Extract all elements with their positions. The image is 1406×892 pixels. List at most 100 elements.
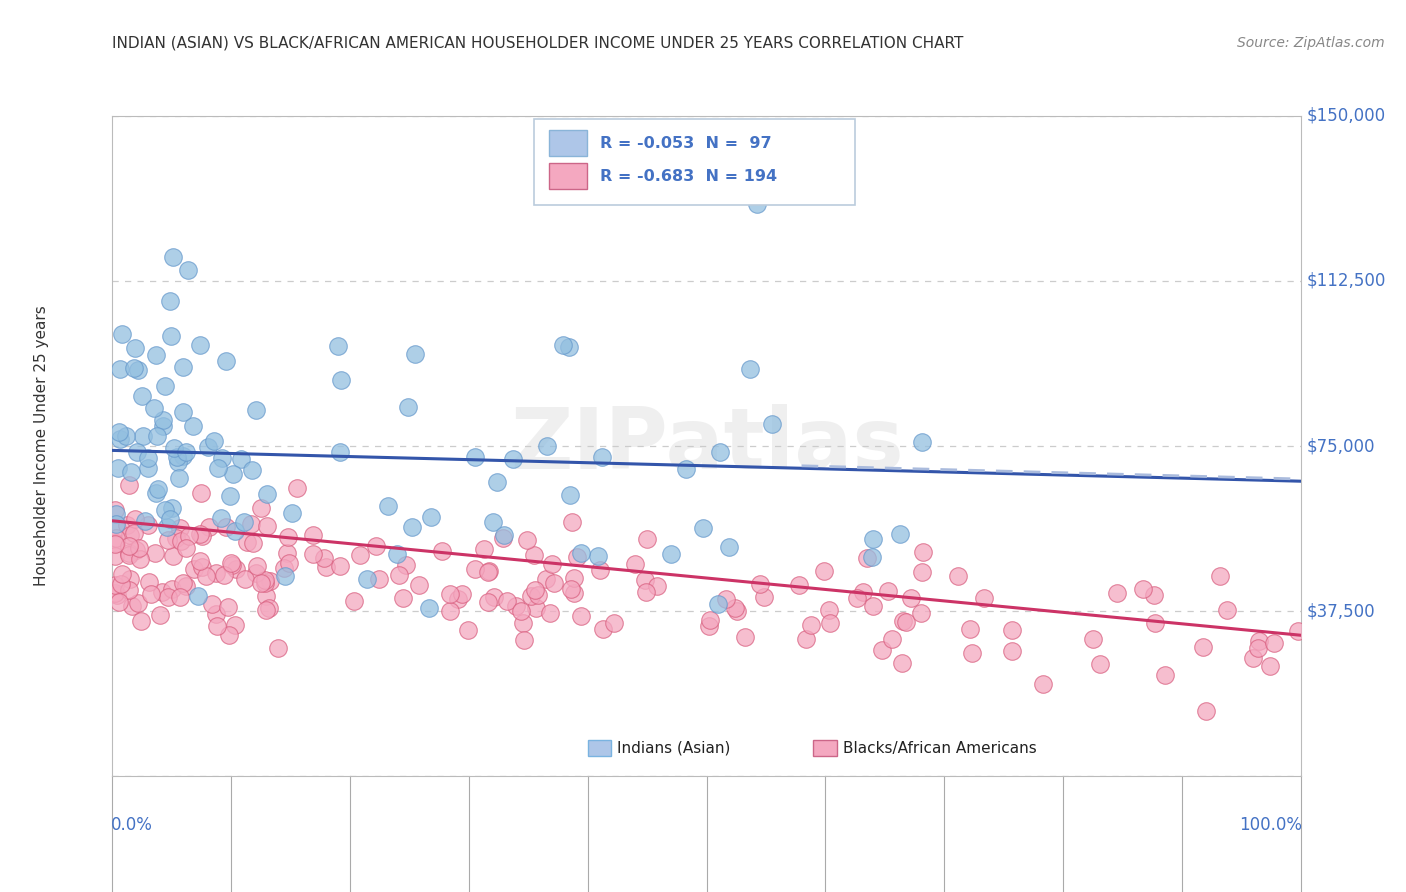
Point xyxy=(172,576,194,591)
Point xyxy=(1081,632,1104,647)
Point xyxy=(589,563,612,577)
Point xyxy=(224,617,246,632)
Point xyxy=(145,347,167,361)
Point xyxy=(191,529,214,543)
Point xyxy=(177,263,200,277)
Point xyxy=(211,450,233,465)
Point xyxy=(408,578,430,592)
Point xyxy=(796,632,818,647)
Point xyxy=(153,503,176,517)
FancyBboxPatch shape xyxy=(588,739,612,756)
Point xyxy=(523,582,546,597)
Point xyxy=(569,546,592,560)
Point xyxy=(478,564,501,578)
Point xyxy=(132,428,155,442)
Point xyxy=(159,293,181,308)
Point xyxy=(910,606,932,620)
Point xyxy=(748,576,770,591)
Point xyxy=(349,549,371,563)
Point xyxy=(149,608,172,623)
Point xyxy=(245,403,267,417)
Point xyxy=(172,449,194,463)
Point xyxy=(278,556,301,570)
Point xyxy=(457,623,479,637)
Point xyxy=(636,533,658,547)
Text: R = -0.053  N =  97: R = -0.053 N = 97 xyxy=(599,136,772,151)
Point xyxy=(174,541,197,555)
Point xyxy=(105,521,128,535)
Point xyxy=(221,558,243,573)
Point xyxy=(190,526,212,541)
Point xyxy=(602,615,624,630)
Point xyxy=(392,591,415,605)
Point xyxy=(377,499,399,513)
Point xyxy=(127,362,149,376)
Point xyxy=(1105,585,1128,599)
Point xyxy=(562,570,585,584)
Point xyxy=(224,524,246,538)
Point xyxy=(551,338,574,352)
Point xyxy=(233,572,256,586)
Point xyxy=(860,549,883,564)
Point xyxy=(512,632,534,647)
Point xyxy=(527,588,550,602)
Point xyxy=(540,606,562,620)
Point xyxy=(856,551,879,566)
Point xyxy=(395,558,418,573)
Point xyxy=(128,541,150,556)
Point xyxy=(188,554,211,568)
Point xyxy=(277,530,299,544)
Point xyxy=(111,567,134,582)
Point xyxy=(404,347,426,361)
Point xyxy=(160,582,183,597)
Point xyxy=(240,462,263,476)
Point xyxy=(588,549,610,563)
Point xyxy=(302,547,325,561)
Point xyxy=(166,450,188,464)
Point xyxy=(215,354,238,368)
Point xyxy=(120,572,142,586)
Point xyxy=(787,578,810,592)
Point xyxy=(560,582,582,596)
Point xyxy=(818,616,841,631)
Point xyxy=(115,518,138,533)
Point xyxy=(257,601,280,615)
Point xyxy=(250,500,273,515)
Text: ZIPatlas: ZIPatlas xyxy=(509,404,904,488)
Point xyxy=(127,596,149,610)
Point xyxy=(707,597,730,611)
Point xyxy=(287,481,309,495)
Point xyxy=(558,488,581,502)
Point xyxy=(697,619,720,633)
Point xyxy=(160,329,183,343)
Point xyxy=(524,600,547,615)
Point xyxy=(259,574,281,588)
Point xyxy=(505,599,527,613)
Point xyxy=(146,482,169,496)
Text: $150,000: $150,000 xyxy=(1306,107,1386,125)
Point xyxy=(862,532,884,546)
Point xyxy=(118,528,141,542)
Point xyxy=(156,520,179,534)
Point xyxy=(523,549,546,563)
Point xyxy=(274,569,297,583)
Point xyxy=(659,547,682,561)
Point xyxy=(163,441,186,455)
Point xyxy=(562,585,585,599)
Point xyxy=(447,591,470,606)
Point xyxy=(155,379,177,393)
Point xyxy=(591,450,613,465)
Point xyxy=(136,461,159,475)
Point xyxy=(973,591,995,605)
Point xyxy=(894,615,917,629)
Point xyxy=(716,591,738,606)
Point xyxy=(734,630,756,644)
Point xyxy=(177,529,200,543)
Point xyxy=(124,341,146,355)
Point xyxy=(197,440,219,454)
Point xyxy=(747,197,769,211)
Point xyxy=(813,564,835,578)
Point xyxy=(273,561,295,575)
Point xyxy=(170,534,193,549)
Point xyxy=(191,559,214,574)
